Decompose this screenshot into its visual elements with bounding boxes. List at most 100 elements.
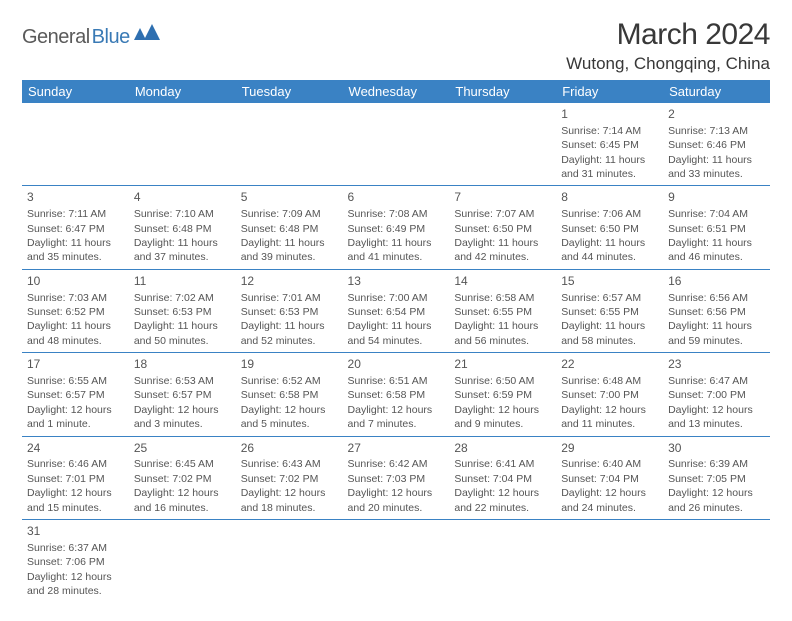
title-block: March 2024 Wutong, Chongqing, China (566, 18, 770, 74)
calendar-cell: 31Sunrise: 6:37 AMSunset: 7:06 PMDayligh… (22, 520, 129, 603)
day-info: Sunrise: 7:06 AMSunset: 6:50 PMDaylight:… (561, 207, 658, 265)
calendar-cell (343, 103, 450, 186)
calendar-row: 31Sunrise: 6:37 AMSunset: 7:06 PMDayligh… (22, 520, 770, 603)
calendar-cell: 6Sunrise: 7:08 AMSunset: 6:49 PMDaylight… (343, 186, 450, 269)
day-info: Sunrise: 6:58 AMSunset: 6:55 PMDaylight:… (454, 291, 551, 349)
day-number: 14 (454, 273, 551, 290)
calendar-cell (236, 103, 343, 186)
calendar-cell: 30Sunrise: 6:39 AMSunset: 7:05 PMDayligh… (663, 436, 770, 519)
day-info: Sunrise: 6:42 AMSunset: 7:03 PMDaylight:… (348, 457, 445, 515)
flag-icon (134, 24, 160, 42)
calendar-cell: 8Sunrise: 7:06 AMSunset: 6:50 PMDaylight… (556, 186, 663, 269)
day-info: Sunrise: 6:48 AMSunset: 7:00 PMDaylight:… (561, 374, 658, 432)
day-info: Sunrise: 6:57 AMSunset: 6:55 PMDaylight:… (561, 291, 658, 349)
calendar-cell: 17Sunrise: 6:55 AMSunset: 6:57 PMDayligh… (22, 353, 129, 436)
calendar-row: 24Sunrise: 6:46 AMSunset: 7:01 PMDayligh… (22, 436, 770, 519)
calendar-body: 1Sunrise: 7:14 AMSunset: 6:45 PMDaylight… (22, 103, 770, 603)
day-number: 17 (27, 356, 124, 373)
day-info: Sunrise: 6:51 AMSunset: 6:58 PMDaylight:… (348, 374, 445, 432)
day-number: 12 (241, 273, 338, 290)
location: Wutong, Chongqing, China (566, 54, 770, 74)
calendar-cell: 25Sunrise: 6:45 AMSunset: 7:02 PMDayligh… (129, 436, 236, 519)
day-number: 3 (27, 189, 124, 206)
calendar-cell (449, 103, 556, 186)
day-info: Sunrise: 7:00 AMSunset: 6:54 PMDaylight:… (348, 291, 445, 349)
day-info: Sunrise: 7:03 AMSunset: 6:52 PMDaylight:… (27, 291, 124, 349)
calendar-cell: 10Sunrise: 7:03 AMSunset: 6:52 PMDayligh… (22, 269, 129, 352)
day-info: Sunrise: 6:39 AMSunset: 7:05 PMDaylight:… (668, 457, 765, 515)
day-number: 6 (348, 189, 445, 206)
day-number: 9 (668, 189, 765, 206)
logo: GeneralBlue (22, 24, 160, 50)
calendar-cell: 24Sunrise: 6:46 AMSunset: 7:01 PMDayligh… (22, 436, 129, 519)
day-info: Sunrise: 6:46 AMSunset: 7:01 PMDaylight:… (27, 457, 124, 515)
day-number: 18 (134, 356, 231, 373)
day-number: 1 (561, 106, 658, 123)
calendar-row: 10Sunrise: 7:03 AMSunset: 6:52 PMDayligh… (22, 269, 770, 352)
calendar-cell: 26Sunrise: 6:43 AMSunset: 7:02 PMDayligh… (236, 436, 343, 519)
day-info: Sunrise: 6:56 AMSunset: 6:56 PMDaylight:… (668, 291, 765, 349)
day-info: Sunrise: 7:07 AMSunset: 6:50 PMDaylight:… (454, 207, 551, 265)
calendar-cell: 1Sunrise: 7:14 AMSunset: 6:45 PMDaylight… (556, 103, 663, 186)
calendar-cell: 27Sunrise: 6:42 AMSunset: 7:03 PMDayligh… (343, 436, 450, 519)
calendar-cell (22, 103, 129, 186)
calendar-row: 1Sunrise: 7:14 AMSunset: 6:45 PMDaylight… (22, 103, 770, 186)
logo-text-general: General (22, 26, 90, 49)
calendar-cell: 19Sunrise: 6:52 AMSunset: 6:58 PMDayligh… (236, 353, 343, 436)
day-number: 10 (27, 273, 124, 290)
day-number: 21 (454, 356, 551, 373)
day-info: Sunrise: 6:53 AMSunset: 6:57 PMDaylight:… (134, 374, 231, 432)
calendar-cell: 7Sunrise: 7:07 AMSunset: 6:50 PMDaylight… (449, 186, 556, 269)
calendar-cell: 9Sunrise: 7:04 AMSunset: 6:51 PMDaylight… (663, 186, 770, 269)
day-info: Sunrise: 7:02 AMSunset: 6:53 PMDaylight:… (134, 291, 231, 349)
calendar-cell (449, 520, 556, 603)
calendar-cell (129, 520, 236, 603)
day-number: 11 (134, 273, 231, 290)
calendar-cell: 29Sunrise: 6:40 AMSunset: 7:04 PMDayligh… (556, 436, 663, 519)
calendar-cell (236, 520, 343, 603)
calendar-cell (556, 520, 663, 603)
day-number: 7 (454, 189, 551, 206)
month-title: March 2024 (566, 18, 770, 52)
day-info: Sunrise: 6:45 AMSunset: 7:02 PMDaylight:… (134, 457, 231, 515)
calendar-cell: 13Sunrise: 7:00 AMSunset: 6:54 PMDayligh… (343, 269, 450, 352)
day-info: Sunrise: 7:14 AMSunset: 6:45 PMDaylight:… (561, 124, 658, 182)
weekday-header: Friday (556, 80, 663, 103)
weekday-header-row: SundayMondayTuesdayWednesdayThursdayFrid… (22, 80, 770, 103)
calendar-cell: 14Sunrise: 6:58 AMSunset: 6:55 PMDayligh… (449, 269, 556, 352)
day-info: Sunrise: 7:01 AMSunset: 6:53 PMDaylight:… (241, 291, 338, 349)
calendar-table: SundayMondayTuesdayWednesdayThursdayFrid… (22, 80, 770, 603)
weekday-header: Saturday (663, 80, 770, 103)
calendar-row: 3Sunrise: 7:11 AMSunset: 6:47 PMDaylight… (22, 186, 770, 269)
calendar-cell: 15Sunrise: 6:57 AMSunset: 6:55 PMDayligh… (556, 269, 663, 352)
day-number: 22 (561, 356, 658, 373)
day-number: 24 (27, 440, 124, 457)
day-number: 19 (241, 356, 338, 373)
calendar-cell: 20Sunrise: 6:51 AMSunset: 6:58 PMDayligh… (343, 353, 450, 436)
day-number: 20 (348, 356, 445, 373)
day-info: Sunrise: 7:08 AMSunset: 6:49 PMDaylight:… (348, 207, 445, 265)
calendar-cell (663, 520, 770, 603)
day-info: Sunrise: 6:41 AMSunset: 7:04 PMDaylight:… (454, 457, 551, 515)
day-info: Sunrise: 6:55 AMSunset: 6:57 PMDaylight:… (27, 374, 124, 432)
day-number: 4 (134, 189, 231, 206)
calendar-row: 17Sunrise: 6:55 AMSunset: 6:57 PMDayligh… (22, 353, 770, 436)
day-number: 23 (668, 356, 765, 373)
day-info: Sunrise: 7:13 AMSunset: 6:46 PMDaylight:… (668, 124, 765, 182)
weekday-header: Wednesday (343, 80, 450, 103)
day-info: Sunrise: 6:52 AMSunset: 6:58 PMDaylight:… (241, 374, 338, 432)
day-info: Sunrise: 7:04 AMSunset: 6:51 PMDaylight:… (668, 207, 765, 265)
day-number: 2 (668, 106, 765, 123)
day-number: 31 (27, 523, 124, 540)
day-info: Sunrise: 6:40 AMSunset: 7:04 PMDaylight:… (561, 457, 658, 515)
day-info: Sunrise: 6:50 AMSunset: 6:59 PMDaylight:… (454, 374, 551, 432)
calendar-cell: 18Sunrise: 6:53 AMSunset: 6:57 PMDayligh… (129, 353, 236, 436)
calendar-cell: 23Sunrise: 6:47 AMSunset: 7:00 PMDayligh… (663, 353, 770, 436)
calendar-cell: 16Sunrise: 6:56 AMSunset: 6:56 PMDayligh… (663, 269, 770, 352)
calendar-cell: 22Sunrise: 6:48 AMSunset: 7:00 PMDayligh… (556, 353, 663, 436)
day-number: 13 (348, 273, 445, 290)
calendar-cell: 5Sunrise: 7:09 AMSunset: 6:48 PMDaylight… (236, 186, 343, 269)
day-number: 5 (241, 189, 338, 206)
weekday-header: Monday (129, 80, 236, 103)
day-info: Sunrise: 7:09 AMSunset: 6:48 PMDaylight:… (241, 207, 338, 265)
